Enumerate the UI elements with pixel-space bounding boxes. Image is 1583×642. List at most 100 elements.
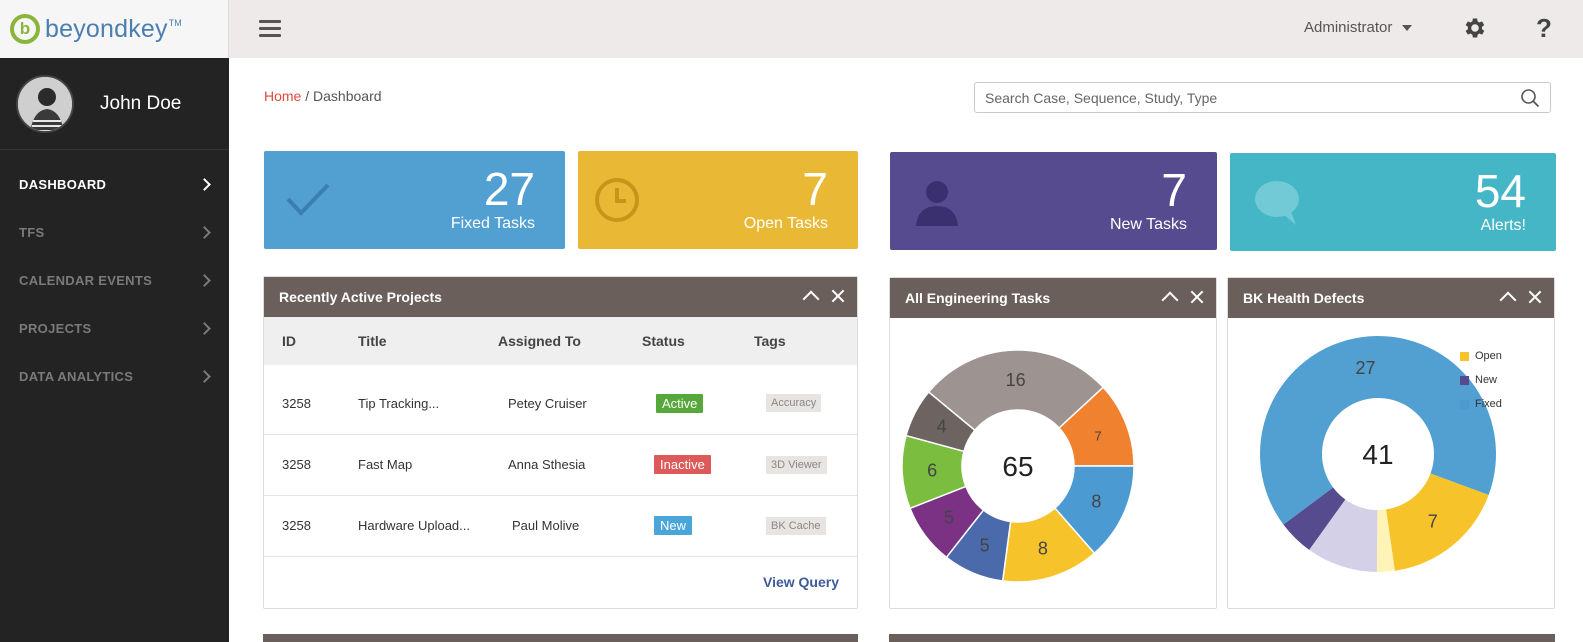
search-icon[interactable]: [1520, 88, 1540, 108]
panel-controls: [1161, 290, 1204, 309]
tag-chip[interactable]: BK Cache: [766, 516, 826, 535]
sidebar-item-tfs[interactable]: TFS: [0, 208, 229, 256]
collapse-icon[interactable]: [802, 290, 820, 308]
close-icon[interactable]: [831, 289, 845, 303]
engineering-donut-chart: 16 7 8 8 5 5 6 4 65: [901, 349, 1135, 583]
panel-header: All Engineering Tasks: [890, 278, 1216, 318]
column-header-assigned[interactable]: Assigned To: [498, 333, 581, 349]
user-name: John Doe: [100, 92, 182, 114]
legend-item-open: Open: [1460, 344, 1502, 368]
cell-id: 3258: [264, 495, 358, 557]
caret-down-icon: [1402, 24, 1413, 31]
collapse-icon[interactable]: [1161, 291, 1179, 309]
sidebar-item-data-analytics[interactable]: DATA ANALYTICS: [0, 352, 229, 400]
cell-id: 3258: [264, 373, 358, 435]
gear-icon[interactable]: [1462, 15, 1488, 41]
panel-title: All Engineering Tasks: [905, 290, 1051, 306]
new-tasks-card[interactable]: 7 New Tasks: [890, 152, 1217, 250]
alerts-card[interactable]: 54 Alerts!: [1230, 153, 1556, 251]
brand-trademark: TM: [168, 18, 182, 28]
sidebar-item-projects[interactable]: PROJECTS: [0, 304, 229, 352]
table-row[interactable]: 3258 Fast Map Anna Sthesia Inactive 3D V…: [264, 434, 857, 496]
search-box: [974, 82, 1551, 113]
user-profile[interactable]: John Doe: [0, 58, 229, 150]
new-tasks-count: 7: [1161, 164, 1187, 216]
breadcrumb-home-link[interactable]: Home: [264, 88, 302, 104]
legend-swatch: [1460, 351, 1469, 361]
donut-slice[interactable]: [1260, 336, 1496, 525]
user-icon: [916, 181, 958, 226]
slice-label: 7: [1094, 429, 1101, 444]
table-row[interactable]: 3258 Tip Tracking... Petey Cruiser Activ…: [264, 373, 857, 435]
column-header-tags[interactable]: Tags: [754, 333, 786, 349]
column-header-id[interactable]: ID: [282, 333, 296, 349]
panel-title: Recently Active Projects: [279, 289, 442, 305]
sidebar-item-label: CALENDAR EVENTS: [19, 272, 153, 288]
cell-assigned: Petey Cruiser: [498, 373, 642, 435]
fixed-tasks-card[interactable]: 27 Fixed Tasks: [264, 151, 565, 249]
checkmark-icon: [286, 183, 330, 216]
close-icon[interactable]: [1190, 290, 1204, 304]
legend-label: Open: [1475, 350, 1502, 362]
sidebar-item-dashboard[interactable]: DASHBOARD: [0, 160, 229, 208]
chevron-right-icon: [198, 273, 211, 287]
legend-swatch: [1460, 399, 1469, 409]
slice-label: 16: [1006, 370, 1026, 390]
column-header-title[interactable]: Title: [358, 333, 387, 349]
brand-name: beyondkey: [45, 14, 168, 43]
legend-item-new: New: [1460, 368, 1502, 392]
donut-slice[interactable]: [1283, 487, 1346, 550]
donut-center-total: 41: [1362, 439, 1393, 470]
donut-slice[interactable]: [1386, 473, 1489, 571]
legend-label: Fixed: [1475, 398, 1502, 410]
avatar: [16, 74, 74, 133]
health-defects-panel: BK Health Defects 27 7 41 Open New Fixed: [1227, 277, 1555, 609]
engineering-tasks-panel: All Engineering Tasks 16 7 8 8 5 5 6 4 65: [889, 277, 1217, 609]
status-badge: New: [654, 516, 693, 535]
chat-bubble-icon: [1255, 181, 1299, 225]
panel-controls: [802, 289, 845, 308]
clock-icon: [595, 178, 639, 222]
sidebar: John Doe DASHBOARD TFS CALENDAR EVENTS P…: [0, 58, 229, 642]
cell-assigned: Anna Sthesia: [498, 434, 642, 496]
breadcrumb-current: Dashboard: [313, 88, 382, 104]
breadcrumb: Home / Dashboard: [264, 88, 382, 104]
donut-slice[interactable]: [905, 390, 976, 453]
view-query-link[interactable]: View Query: [762, 574, 839, 590]
panel-controls: [1499, 290, 1542, 309]
chevron-right-icon: [198, 321, 211, 335]
avatar-image: [18, 76, 72, 131]
breadcrumb-separator: /: [305, 88, 310, 104]
tag-chip[interactable]: Accuracy: [766, 394, 822, 413]
close-icon[interactable]: [1528, 290, 1542, 304]
alerts-label: Alerts!: [1480, 217, 1526, 234]
slice-label: 4: [937, 416, 947, 436]
search-input[interactable]: [975, 83, 1495, 112]
tag-chip[interactable]: 3D Viewer: [766, 455, 827, 474]
column-header-status[interactable]: Status: [642, 333, 685, 349]
chevron-right-icon: [198, 177, 211, 191]
new-tasks-label: New Tasks: [1109, 216, 1187, 233]
open-tasks-card[interactable]: 7 Open Tasks: [578, 151, 858, 249]
donut-slice[interactable]: [1309, 499, 1378, 572]
help-icon[interactable]: ?: [1536, 13, 1552, 43]
collapse-icon[interactable]: [1499, 291, 1517, 309]
table-row[interactable]: 3258 Hardware Upload... Paul Molive New …: [264, 495, 857, 557]
fixed-tasks-label: Fixed Tasks: [450, 215, 535, 232]
user-menu-dropdown[interactable]: Administrator: [1304, 19, 1413, 36]
sidebar-item-label: PROJECTS: [19, 320, 92, 336]
donut-slice[interactable]: [927, 349, 1105, 432]
sidebar-nav: DASHBOARD TFS CALENDAR EVENTS PROJECTS D…: [0, 150, 229, 400]
sidebar-item-calendar-events[interactable]: CALENDAR EVENTS: [0, 256, 229, 304]
next-panel-header: [889, 634, 1555, 642]
sidebar-item-label: TFS: [19, 224, 45, 240]
sidebar-item-label: DASHBOARD: [19, 176, 107, 192]
panel-header: Recently Active Projects: [264, 277, 857, 317]
slice-label: 8: [1091, 491, 1101, 511]
donut-slice[interactable]: [1376, 509, 1395, 572]
slice-label: 7: [1428, 512, 1438, 532]
chart-legend: Open New Fixed: [1460, 344, 1502, 416]
hamburger-menu-icon[interactable]: [259, 20, 281, 38]
panel-title: BK Health Defects: [1243, 290, 1365, 306]
brand-logo[interactable]: b beyondkey TM: [0, 0, 229, 58]
